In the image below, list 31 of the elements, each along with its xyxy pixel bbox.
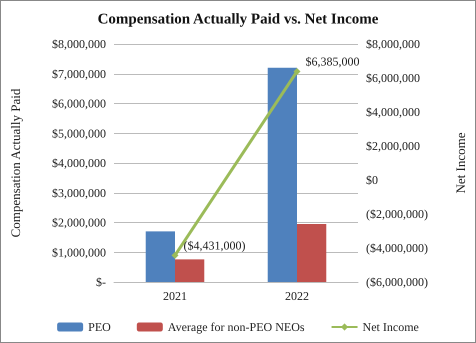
data-label: $6,385,000 <box>306 54 360 68</box>
y-tick-label: $3,000,000 <box>52 186 106 200</box>
y2-tick-label: $4,000,000 <box>366 105 420 119</box>
y2-tick-label: $6,000,000 <box>366 71 420 85</box>
y-tick-label: $5,000,000 <box>52 126 106 140</box>
y2-tick-label: $0 <box>366 173 378 187</box>
legend-label: PEO <box>88 320 112 334</box>
y-tick-label: $1,000,000 <box>52 245 106 260</box>
y-tick-label: $6,000,000 <box>52 96 106 110</box>
y2-axis-title: Net Income <box>453 132 468 194</box>
legend-label: Average for non-PEO NEOs <box>168 320 305 334</box>
y-tick-label: $2,000,000 <box>52 216 106 230</box>
y-tick-label: $8,000,000 <box>52 37 106 51</box>
y2-tick-label: $8,000,000 <box>366 37 420 51</box>
y2-tick-label: ($6,000,000) <box>366 275 428 289</box>
bar <box>175 259 204 282</box>
x-tick-label: 2022 <box>285 289 309 303</box>
y2-tick-label: ($4,000,000) <box>366 241 428 255</box>
bar <box>297 224 326 282</box>
bar <box>146 231 175 282</box>
y2-tick-label: $2,000,000 <box>366 139 420 153</box>
y2-tick-label: ($2,000,000) <box>366 207 428 221</box>
x-tick-label: 2021 <box>163 289 187 303</box>
bar <box>268 68 297 282</box>
y-tick-label: $4,000,000 <box>52 156 106 170</box>
legend-label: Net Income <box>362 320 419 334</box>
y-axis-title: Compensation Actually Paid <box>8 88 23 238</box>
chart-title: Compensation Actually Paid vs. Net Income <box>98 12 379 28</box>
data-label: ($4,431,000) <box>184 238 246 252</box>
y-tick-label: $- <box>96 275 106 289</box>
y-tick-label: $7,000,000 <box>52 66 106 81</box>
